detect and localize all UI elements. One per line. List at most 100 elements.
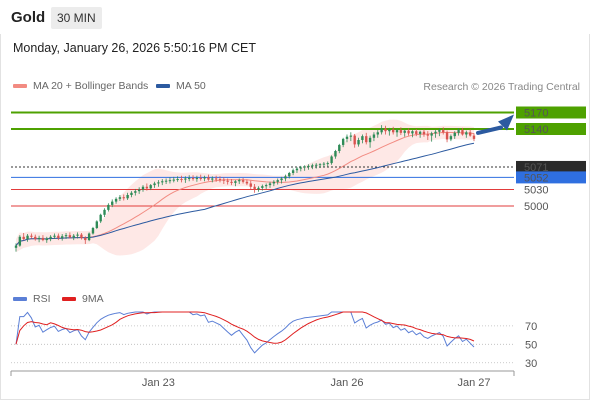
candle-body bbox=[399, 130, 403, 133]
candle-body bbox=[445, 132, 449, 140]
candle bbox=[315, 163, 318, 169]
candle-body bbox=[126, 195, 129, 199]
candle-body bbox=[230, 181, 233, 183]
candle bbox=[380, 125, 383, 135]
candle bbox=[303, 165, 306, 171]
candle-body bbox=[418, 131, 422, 134]
candle-body bbox=[307, 165, 310, 167]
candle bbox=[388, 127, 391, 136]
candle bbox=[261, 184, 264, 191]
candle-body bbox=[64, 235, 68, 237]
level-label-5030: 5030 bbox=[524, 185, 548, 197]
candle-body bbox=[257, 187, 260, 190]
arrow-shaft bbox=[476, 125, 503, 135]
candle bbox=[157, 180, 160, 187]
candle-body bbox=[368, 137, 372, 143]
candle-body bbox=[145, 186, 149, 189]
candle bbox=[249, 180, 252, 190]
candle bbox=[107, 203, 110, 212]
candle bbox=[199, 174, 202, 181]
candle-body bbox=[388, 129, 391, 132]
candle bbox=[264, 183, 268, 189]
candle-body bbox=[199, 177, 202, 179]
candle bbox=[60, 234, 64, 241]
candle-body bbox=[141, 186, 145, 190]
level-tag-label-5071: 5071 bbox=[524, 162, 548, 174]
candle bbox=[361, 134, 364, 144]
candle bbox=[422, 129, 426, 137]
candle-body bbox=[161, 181, 164, 183]
candle bbox=[430, 131, 433, 142]
bollinger-band-fill bbox=[16, 119, 474, 256]
candle-body bbox=[157, 182, 160, 184]
candle bbox=[41, 235, 45, 242]
legend-9ma: 9MA bbox=[62, 293, 104, 305]
candle-body bbox=[14, 245, 18, 248]
candle-body bbox=[288, 173, 291, 177]
candle-body bbox=[37, 237, 41, 239]
candle-body bbox=[130, 192, 133, 195]
candle bbox=[384, 125, 387, 135]
time-tick-label: Jan 23 bbox=[142, 377, 175, 389]
candle-body bbox=[99, 214, 102, 222]
candle bbox=[72, 234, 75, 241]
candle bbox=[245, 179, 249, 186]
candle-body bbox=[153, 183, 156, 186]
candle bbox=[168, 177, 172, 184]
rsi-tick-70: 70 bbox=[525, 321, 537, 333]
candle-body bbox=[338, 144, 341, 151]
candle bbox=[326, 161, 329, 167]
candle bbox=[234, 180, 237, 187]
candle-body bbox=[376, 132, 379, 135]
candle-body bbox=[330, 156, 333, 164]
candle bbox=[153, 181, 156, 188]
forecast-arrow bbox=[476, 114, 514, 135]
timeframe-selector[interactable]: 30 MIN bbox=[51, 7, 102, 29]
candle bbox=[134, 188, 137, 196]
candle-body bbox=[68, 235, 72, 238]
candle bbox=[137, 187, 141, 194]
candle-body bbox=[334, 151, 337, 157]
candle bbox=[445, 130, 449, 143]
candle-body bbox=[391, 129, 395, 133]
candle-body bbox=[407, 130, 410, 134]
candle bbox=[399, 127, 403, 136]
chart-timestamp: Monday, January 26, 2026 5:50:16 PM CET bbox=[13, 41, 256, 55]
candle bbox=[238, 178, 241, 184]
candle bbox=[457, 128, 460, 136]
candle bbox=[68, 232, 72, 239]
candle-body bbox=[268, 183, 272, 186]
candle bbox=[357, 137, 360, 147]
candle bbox=[180, 175, 183, 183]
candle-body bbox=[26, 235, 29, 239]
candle-body bbox=[318, 164, 322, 166]
candle bbox=[395, 129, 399, 137]
candle-body bbox=[264, 185, 268, 187]
candle-body bbox=[457, 130, 460, 133]
candle bbox=[195, 175, 199, 182]
candle bbox=[449, 134, 453, 142]
candle bbox=[253, 184, 256, 193]
candle bbox=[111, 199, 114, 208]
candle bbox=[130, 191, 133, 198]
candle-body bbox=[315, 164, 318, 166]
candle-body bbox=[322, 163, 326, 165]
candle bbox=[126, 192, 129, 200]
time-tick-label: Jan 26 bbox=[330, 377, 363, 389]
price-levels bbox=[11, 111, 514, 207]
candle-body bbox=[349, 135, 353, 137]
candle-body bbox=[284, 176, 287, 179]
candle-body bbox=[72, 235, 75, 238]
candle bbox=[218, 176, 222, 183]
candle-body bbox=[341, 138, 345, 145]
candle-body bbox=[211, 178, 214, 180]
candle-body bbox=[422, 131, 426, 135]
candle-body bbox=[411, 131, 414, 134]
rsi-tick-50: 50 bbox=[525, 339, 537, 351]
candle-body bbox=[311, 165, 314, 167]
candle bbox=[322, 162, 326, 167]
time-tick-label: Jan 27 bbox=[457, 377, 490, 389]
